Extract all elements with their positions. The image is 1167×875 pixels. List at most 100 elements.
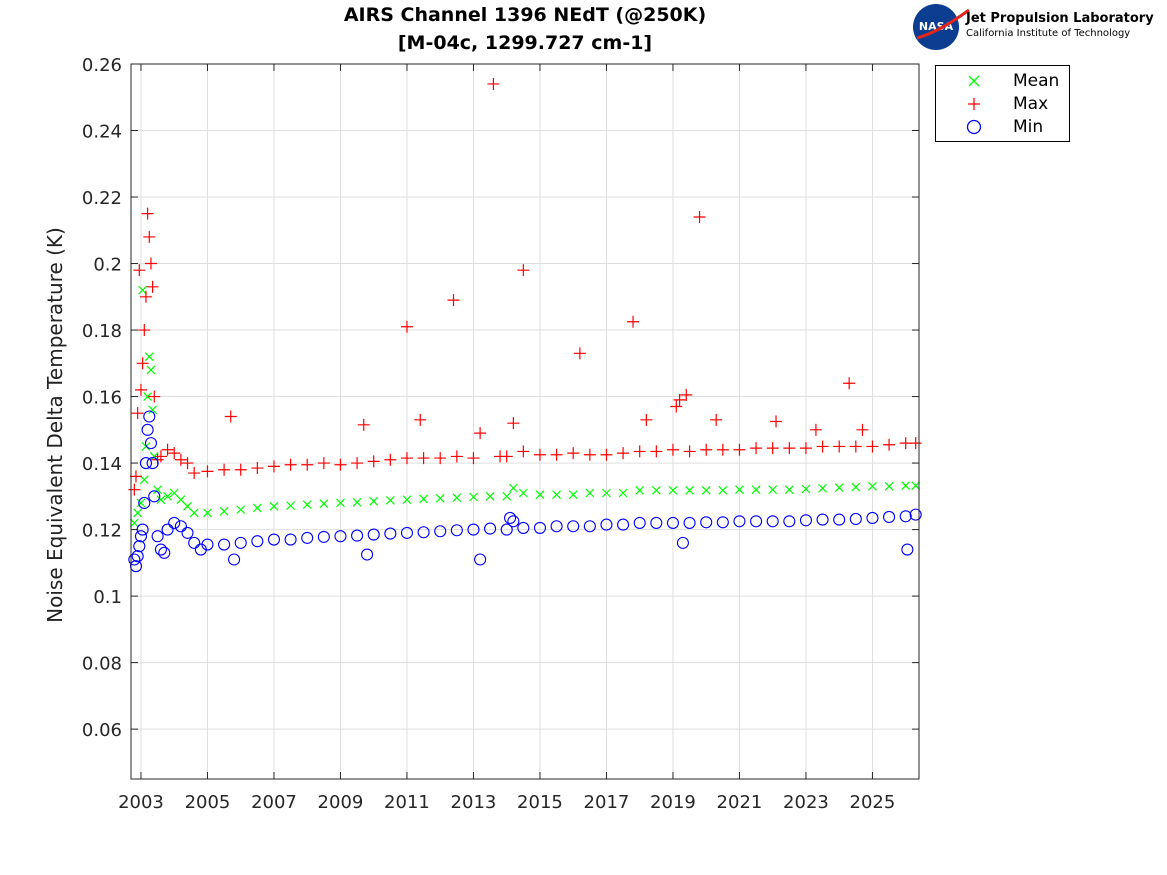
data-point-min bbox=[550, 520, 563, 533]
data-point-max bbox=[766, 442, 779, 455]
data-point-max bbox=[146, 280, 159, 293]
data-point-min bbox=[351, 529, 364, 542]
data-point-max bbox=[816, 440, 829, 453]
data-point-max bbox=[640, 413, 653, 426]
data-point-mean bbox=[618, 488, 628, 498]
x-tick-label: 2025 bbox=[850, 792, 896, 813]
data-point-max bbox=[670, 400, 683, 413]
data-point-mean bbox=[469, 492, 478, 502]
data-point-min bbox=[683, 516, 696, 529]
chart-title-line2: [M-04c, 1299.727 cm-1] bbox=[397, 32, 653, 54]
axes bbox=[130, 63, 920, 780]
data-point-min bbox=[633, 516, 646, 529]
data-point-max bbox=[139, 290, 152, 303]
data-point-mean bbox=[818, 483, 828, 493]
data-point-max bbox=[627, 315, 640, 328]
data-point-mean bbox=[651, 485, 661, 495]
data-point-mean bbox=[685, 485, 695, 495]
data-point-max bbox=[573, 347, 586, 360]
data-point-max bbox=[507, 417, 520, 430]
data-point-max bbox=[334, 458, 347, 471]
data-point-mean bbox=[851, 482, 861, 492]
data-point-max bbox=[131, 407, 144, 420]
legend-item-max: Max bbox=[936, 93, 1071, 115]
data-point-min bbox=[400, 526, 414, 539]
data-point-max bbox=[434, 452, 447, 465]
data-point-min bbox=[816, 513, 829, 526]
data-point-min bbox=[733, 515, 746, 528]
data-point-mean bbox=[219, 506, 229, 516]
data-point-min bbox=[617, 518, 630, 531]
data-point-mean bbox=[452, 493, 462, 503]
data-point-min bbox=[317, 530, 330, 543]
data-point-max bbox=[783, 442, 796, 455]
data-point-max bbox=[234, 463, 247, 476]
data-point-mean bbox=[508, 483, 518, 493]
data-point-mean bbox=[369, 496, 379, 506]
y-tick-label: 0.08 bbox=[82, 654, 122, 675]
data-point-mean bbox=[269, 501, 279, 511]
data-point-mean bbox=[146, 365, 156, 375]
data-point-max bbox=[367, 455, 380, 468]
data-point-min bbox=[503, 511, 517, 524]
data-point-min bbox=[417, 526, 430, 539]
data-point-mean bbox=[136, 498, 146, 508]
legend-label-mean: Mean bbox=[1013, 71, 1060, 91]
data-point-min bbox=[367, 528, 380, 541]
data-point-max bbox=[666, 443, 679, 456]
data-point-min bbox=[384, 527, 397, 540]
data-point-min bbox=[181, 526, 194, 539]
data-point-max bbox=[474, 427, 487, 440]
data-point-max bbox=[617, 447, 630, 460]
data-point-min bbox=[474, 553, 487, 566]
legend-label-min: Min bbox=[1013, 117, 1044, 137]
data-point-min bbox=[128, 553, 141, 566]
data-point-max bbox=[357, 418, 370, 431]
data-point-min bbox=[866, 511, 879, 524]
data-point-max bbox=[809, 423, 822, 436]
data-point-max bbox=[750, 442, 763, 455]
data-point-min bbox=[766, 515, 779, 528]
data-point-mean bbox=[552, 490, 562, 500]
data-point-max bbox=[567, 447, 580, 460]
data-point-mean bbox=[129, 518, 139, 528]
data-point-min bbox=[676, 536, 689, 549]
data-point-min bbox=[484, 522, 497, 535]
data-point-mean bbox=[138, 285, 148, 295]
x-tick-labels: 2003 2005 2007 2009 2011 2013 2015 2017 2019 2021… bbox=[118, 792, 895, 813]
data-point-min bbox=[158, 546, 171, 559]
data-point-mean bbox=[884, 481, 894, 491]
data-point-min bbox=[361, 548, 374, 561]
y-tick-label: 0.12 bbox=[82, 521, 122, 542]
data-point-min bbox=[301, 531, 314, 544]
data-point-max bbox=[168, 447, 181, 460]
y-tick-label: 0.22 bbox=[82, 188, 122, 209]
data-point-min bbox=[267, 533, 281, 546]
legend-marker-max bbox=[968, 98, 980, 110]
data-point-min bbox=[228, 553, 241, 566]
x-tick-label: 2013 bbox=[451, 792, 497, 813]
data-point-max bbox=[154, 450, 167, 463]
data-point-max bbox=[251, 462, 264, 475]
x-tick-label: 2015 bbox=[517, 792, 563, 813]
y-tick-labels: 0.06 0.08 0.1 0.12 0.14 0.16 0.18 0.2 0.22 0.24 0.… bbox=[82, 55, 122, 741]
data-point-max bbox=[683, 445, 696, 458]
data-point-min bbox=[909, 508, 922, 521]
data-point-max bbox=[174, 453, 187, 466]
data-point-mean bbox=[319, 499, 329, 509]
data-point-mean bbox=[834, 483, 844, 493]
data-point-max bbox=[450, 450, 463, 463]
x-tick-label: 2017 bbox=[584, 792, 630, 813]
data-point-max bbox=[161, 443, 174, 456]
data-point-max bbox=[633, 445, 646, 458]
data-point-mean bbox=[751, 485, 761, 495]
data-point-max bbox=[144, 257, 157, 270]
data-point-max bbox=[849, 440, 862, 453]
data-point-max bbox=[866, 440, 879, 453]
data-point-mean bbox=[735, 485, 744, 495]
grid-lines bbox=[131, 63, 919, 779]
data-point-mean bbox=[518, 488, 528, 498]
data-point-mean bbox=[435, 493, 445, 503]
data-point-min bbox=[168, 516, 181, 529]
data-point-max bbox=[201, 465, 214, 478]
